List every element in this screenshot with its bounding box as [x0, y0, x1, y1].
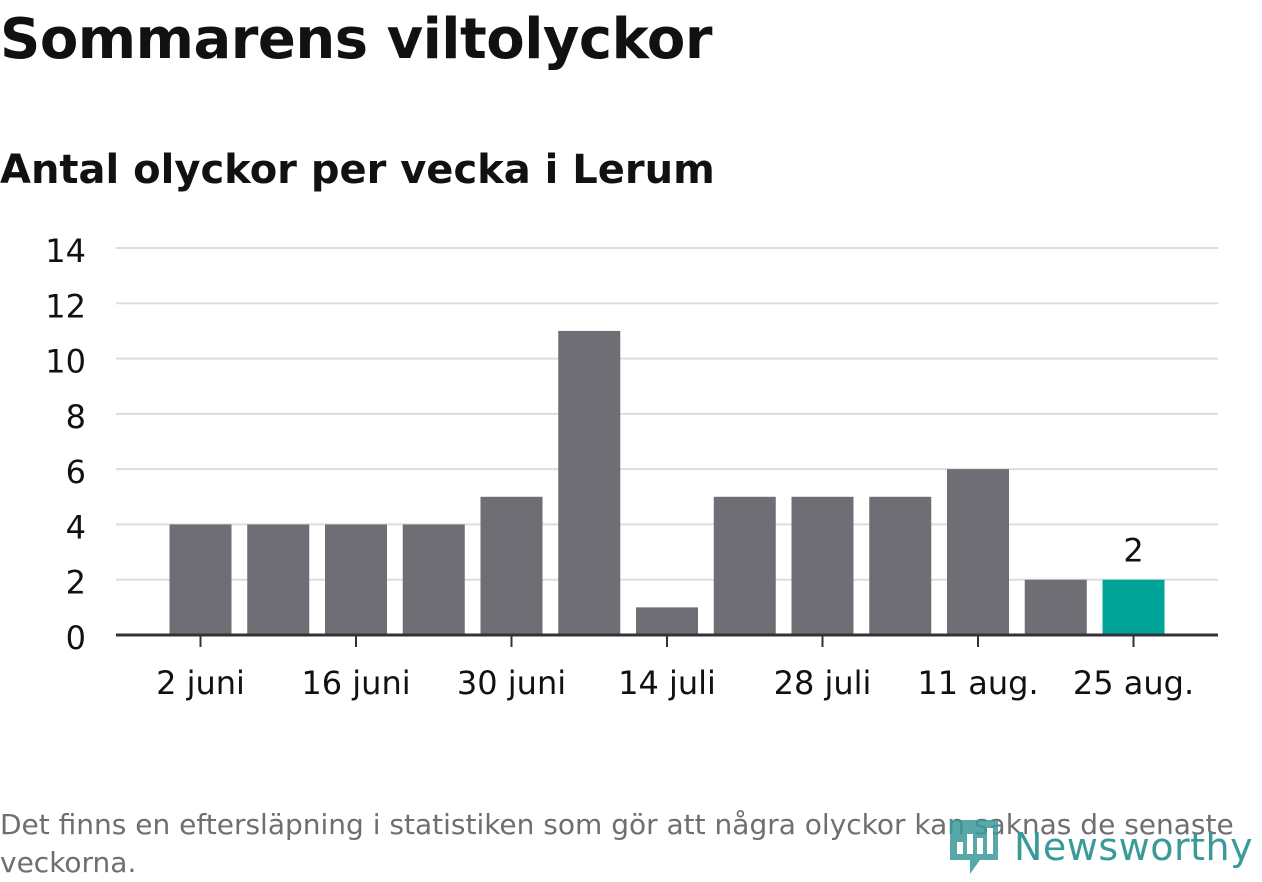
x-tick-label: 2 juni: [156, 664, 245, 702]
bar: [169, 524, 232, 635]
y-tick-label: 8: [66, 398, 86, 436]
bar: [558, 330, 621, 635]
newsworthy-logo: Newsworthy: [948, 816, 1253, 878]
x-axis-ticks: 2 juni 16 juni 30 juni 14 juli 28 juli 11 aug…: [156, 635, 1194, 702]
bar: [1102, 579, 1165, 635]
data-label: 2: [1123, 532, 1143, 570]
y-tick-label: 2: [66, 564, 86, 602]
x-tick-label: 14 juli: [618, 664, 716, 702]
bar: [791, 496, 854, 635]
bars: [169, 330, 1165, 635]
chart-subtitle: Antal olyckor per vecka i Lerum: [0, 147, 715, 193]
chart-title: Sommarens viltolyckor: [0, 7, 712, 72]
x-tick-label: 25 aug.: [1073, 664, 1194, 702]
y-tick-label: 14: [45, 232, 86, 270]
x-tick-label: 30 juni: [457, 664, 566, 702]
x-tick-label: 16 juni: [301, 664, 410, 702]
bar: [713, 496, 776, 635]
y-axis-ticks: 0 2 4 6 8 10 12 14: [45, 232, 86, 657]
y-tick-label: 0: [66, 619, 86, 657]
bar: [947, 469, 1009, 635]
bar: [1024, 579, 1087, 635]
y-tick-label: 10: [45, 343, 86, 381]
bar: [869, 496, 932, 635]
bar: [247, 524, 310, 635]
logo-text: Newsworthy: [1014, 825, 1254, 869]
y-tick-label: 6: [66, 453, 86, 491]
x-tick-label: 28 juli: [774, 664, 872, 702]
footnote: Det finns en eftersläpning i statistiken…: [0, 808, 1234, 879]
y-tick-label: 12: [45, 287, 86, 325]
bar: [325, 524, 387, 635]
x-tick-label: 11 aug.: [917, 664, 1038, 702]
y-tick-label: 4: [66, 508, 86, 546]
bar: [636, 607, 698, 635]
bar: [480, 496, 543, 635]
data-labels: 2: [1123, 532, 1143, 570]
newsworthy-logo-icon: [950, 820, 998, 874]
bar: [402, 524, 465, 635]
